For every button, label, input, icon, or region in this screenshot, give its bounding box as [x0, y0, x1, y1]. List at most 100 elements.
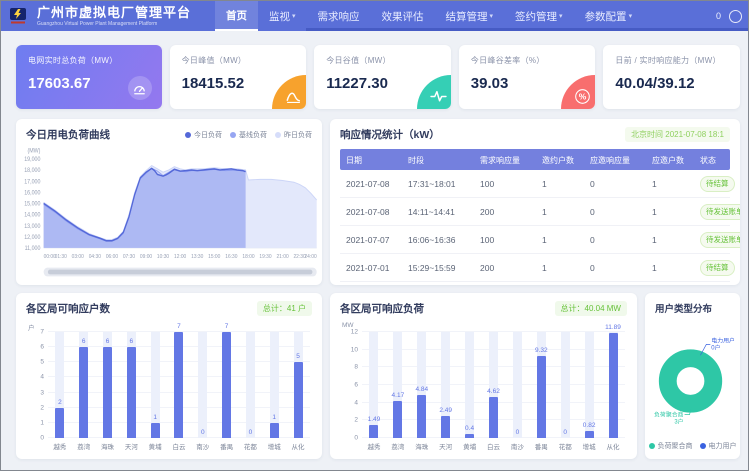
bar: 7 — [174, 332, 183, 438]
svg-text:10:30: 10:30 — [157, 253, 169, 259]
category-label: 从化 — [287, 441, 309, 451]
svg-text:18:00: 18:00 — [242, 253, 254, 259]
table-cell: 100 — [474, 179, 536, 189]
chart-zoom-slider[interactable] — [44, 268, 317, 277]
legend-dot — [275, 132, 281, 138]
table-cell: 2021-07-07 — [340, 235, 402, 245]
kpi-label: 今日峰值（MW） — [182, 55, 295, 66]
table-cell: 1 — [646, 235, 694, 245]
category-label: 番禺 — [530, 441, 552, 451]
dashboard-content: 电网实时总负荷（MW）17603.67今日峰值（MW）18415.52今日谷值（… — [1, 31, 748, 459]
svg-text:14,000: 14,000 — [24, 212, 40, 218]
column-header: 应邀户数 — [646, 155, 694, 166]
user-type-title: 用户类型分布 — [655, 301, 712, 315]
nav-item-0[interactable]: 首页 — [215, 1, 258, 31]
svg-text:07:30: 07:30 — [123, 253, 135, 259]
category-label: 增城 — [263, 441, 285, 451]
legend-item[interactable]: 电力用户 — [700, 441, 737, 451]
column-header: 日期 — [340, 155, 402, 166]
column-header: 需求响应量 — [474, 155, 536, 166]
nav-item-6[interactable]: 参数配置▾ — [574, 1, 644, 31]
load-curve-title: 今日用电负荷曲线 — [26, 127, 110, 142]
app-subtitle: Guangzhou Virtual Power Plant Management… — [37, 21, 191, 27]
kpi-card-3: 今日峰谷差率（%）39.03% — [459, 45, 596, 109]
category-label: 天河 — [435, 441, 457, 451]
table-header-row: 日期时段需求响应量邀约户数应邀响应量应邀户数状态操作 — [340, 149, 730, 170]
bar: 4.17 — [393, 332, 402, 438]
legend-item[interactable]: 今日负荷 — [185, 130, 222, 140]
user-avatar-icon[interactable] — [729, 10, 742, 23]
category-label: 从化 — [602, 441, 624, 451]
svg-text:11,000: 11,000 — [25, 246, 41, 252]
status-badge: 待结算 — [700, 260, 735, 276]
table-row: 2021-07-0716:06~16:36100101待发送账单查看 — [340, 226, 730, 254]
status-badge: 待发送账单 — [700, 204, 740, 220]
svg-text:3户: 3户 — [674, 418, 683, 426]
chevron-down-icon: ▾ — [490, 12, 494, 20]
nav-item-5[interactable]: 签约管理▾ — [504, 1, 574, 31]
svg-text:15,000: 15,000 — [24, 201, 40, 207]
bar: 4.84 — [417, 332, 426, 438]
kpi-label: 今日峰谷差率（%） — [471, 55, 584, 66]
table-cell: 0 — [584, 207, 646, 217]
table-cell: 0 — [584, 179, 646, 189]
svg-text:21:00: 21:00 — [276, 253, 288, 259]
legend-item[interactable]: 负荷聚合商 — [649, 441, 693, 451]
table-cell: 100 — [474, 235, 536, 245]
brand: 广州市虚拟电厂管理平台 Guangzhou Virtual Power Plan… — [1, 1, 201, 31]
status-badge: 待发送账单 — [700, 232, 740, 248]
bar: 1 — [270, 332, 279, 438]
bar: 2.49 — [441, 332, 450, 438]
svg-text:24:00: 24:00 — [304, 253, 316, 259]
svg-text:06:00: 06:00 — [106, 253, 118, 259]
category-label: 白云 — [168, 441, 190, 451]
nav-item-1[interactable]: 监视▾ — [258, 1, 307, 31]
notification-count[interactable]: 0 — [716, 11, 721, 21]
bar: 11.89 — [609, 332, 618, 438]
bar: 0 — [561, 332, 570, 438]
kpi-label: 今日谷值（MW） — [326, 55, 439, 66]
column-header: 状态 — [694, 155, 740, 166]
category-label: 海珠 — [411, 441, 433, 451]
svg-text:16,000: 16,000 — [24, 190, 40, 196]
svg-text:03:00: 03:00 — [72, 253, 84, 259]
column-header: 邀约户数 — [536, 155, 584, 166]
bar: 4.62 — [489, 332, 498, 438]
nav-item-4[interactable]: 结算管理▾ — [435, 1, 505, 31]
bar: 6 — [79, 332, 88, 438]
svg-text:电力用户: 电力用户 — [711, 336, 735, 344]
category-label: 白云 — [482, 441, 504, 451]
category-label: 黄埔 — [144, 441, 166, 451]
top-navbar: 广州市虚拟电厂管理平台 Guangzhou Virtual Power Plan… — [1, 1, 748, 31]
table-cell: 1 — [646, 179, 694, 189]
category-label: 增城 — [578, 441, 600, 451]
total-badge: 总计：41 户 — [257, 301, 312, 316]
app-logo-icon — [9, 7, 31, 25]
kpi-card-2: 今日谷值（MW）11227.30 — [314, 45, 451, 109]
table-cell: 2021-07-08 — [340, 179, 402, 189]
nav-item-2[interactable]: 需求响应 — [307, 1, 371, 31]
svg-text:0户: 0户 — [711, 343, 720, 351]
bar: 0 — [513, 332, 522, 438]
table-cell: 1 — [646, 263, 694, 273]
table-cell: 0 — [584, 235, 646, 245]
user-type-donut-chart: 电力用户0户负荷聚合商3户 — [645, 317, 740, 441]
category-label: 海珠 — [97, 441, 119, 451]
chevron-down-icon: ▾ — [559, 12, 563, 20]
bar: 0.82 — [585, 332, 594, 438]
nav-item-3[interactable]: 效果评估 — [371, 1, 435, 31]
response-table: 日期时段需求响应量邀约户数应邀响应量应邀户数状态操作2021-07-0817:3… — [340, 149, 730, 282]
category-label: 花都 — [239, 441, 261, 451]
kpi-card-1: 今日峰值（MW）18415.52 — [170, 45, 307, 109]
table-cell: 1 — [536, 263, 584, 273]
app-window: 广州市虚拟电厂管理平台 Guangzhou Virtual Power Plan… — [0, 0, 749, 471]
table-cell: 1 — [536, 179, 584, 189]
app-title: 广州市虚拟电厂管理平台 — [37, 6, 191, 19]
column-header: 应邀响应量 — [584, 155, 646, 166]
response-table-card: 响应情况统计（kW） 北京时间 2021-07-08 18:1 日期时段需求响应… — [330, 119, 740, 285]
gauge-icon — [128, 76, 152, 100]
legend-item[interactable]: 昨日负荷 — [275, 130, 312, 140]
kpi-row: 电网实时总负荷（MW）17603.67今日峰值（MW）18415.52今日谷值（… — [16, 45, 740, 109]
bar: 9.32 — [537, 332, 546, 438]
legend-item[interactable]: 基线负荷 — [230, 130, 267, 140]
